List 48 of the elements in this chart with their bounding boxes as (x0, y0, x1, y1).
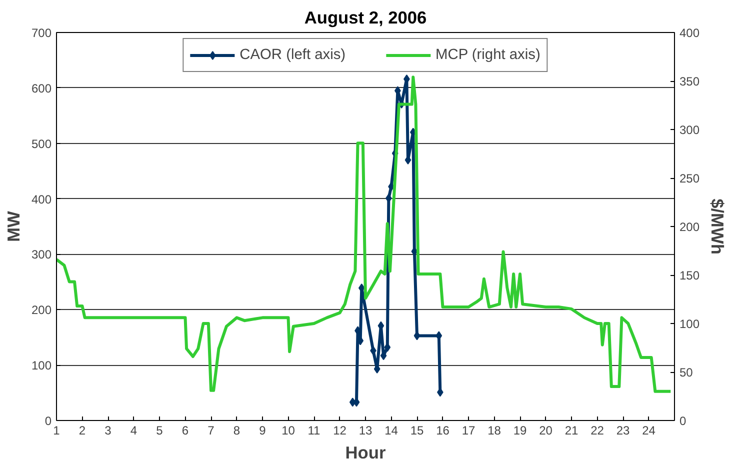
chart-title: August 2, 2006 (304, 8, 428, 28)
x-tick-label: 22 (590, 424, 604, 438)
y2-tick-label: 150 (680, 268, 700, 282)
x-tick-label: 13 (358, 424, 372, 438)
x-tick-label: 17 (462, 424, 476, 438)
x-tick-label: 6 (182, 424, 189, 438)
y-tick-label: 700 (31, 26, 52, 40)
y2-tick-label: 350 (680, 74, 700, 88)
x-tick-label: 10 (282, 424, 296, 438)
x-tick-label: 12 (333, 424, 347, 438)
x-tick-label: 8 (233, 424, 240, 438)
legend-label: CAOR (left axis) (240, 47, 346, 63)
y-tick-label: 600 (31, 81, 52, 96)
line-series (56, 76, 672, 393)
y2-tick-label: 50 (680, 366, 694, 380)
y-tick-label: 100 (31, 358, 52, 373)
y-axis-title: MW (3, 210, 24, 242)
x-tick-label: 15 (410, 424, 424, 438)
x-tick-label: 23 (616, 424, 630, 438)
x-tick-label: 4 (130, 424, 138, 438)
x-tick-label: 18 (488, 424, 502, 438)
x-tick-label: 24 (642, 424, 656, 438)
legend-label: MCP (right axis) (436, 47, 540, 63)
y-tick-label: 400 (31, 192, 52, 206)
x-tick-label: 7 (208, 424, 215, 438)
x-tick-label: 3 (104, 424, 112, 438)
y-tick-label: 200 (31, 303, 52, 318)
y-tick-label: 500 (31, 136, 52, 151)
y-tick-label: 0 (44, 414, 52, 428)
y2-tick-label: 400 (680, 26, 700, 40)
y-tick-label: 300 (31, 248, 52, 262)
x-tick-label: 5 (156, 424, 164, 438)
x-tick-label: 14 (384, 424, 398, 438)
y2-tick-label: 200 (680, 220, 700, 234)
x-tick-label: 20 (539, 424, 553, 438)
x-tick-label: 1 (53, 424, 60, 438)
x-tick-label: 11 (308, 424, 321, 438)
y2-tick-label: 300 (680, 123, 700, 137)
x-tick-label: 2 (78, 424, 86, 438)
x-tick-label: 19 (513, 424, 527, 438)
y2-tick-label: 250 (680, 172, 700, 186)
y2-tick-label: 100 (680, 317, 700, 331)
x-axis-title: Hour (345, 442, 386, 462)
x-tick-label: 9 (259, 424, 266, 438)
y2-tick-label: 0 (680, 414, 686, 428)
y2-axis-title: $/MWh (708, 198, 728, 254)
x-tick-label: 21 (564, 424, 578, 438)
x-tick-label: 16 (436, 424, 450, 438)
